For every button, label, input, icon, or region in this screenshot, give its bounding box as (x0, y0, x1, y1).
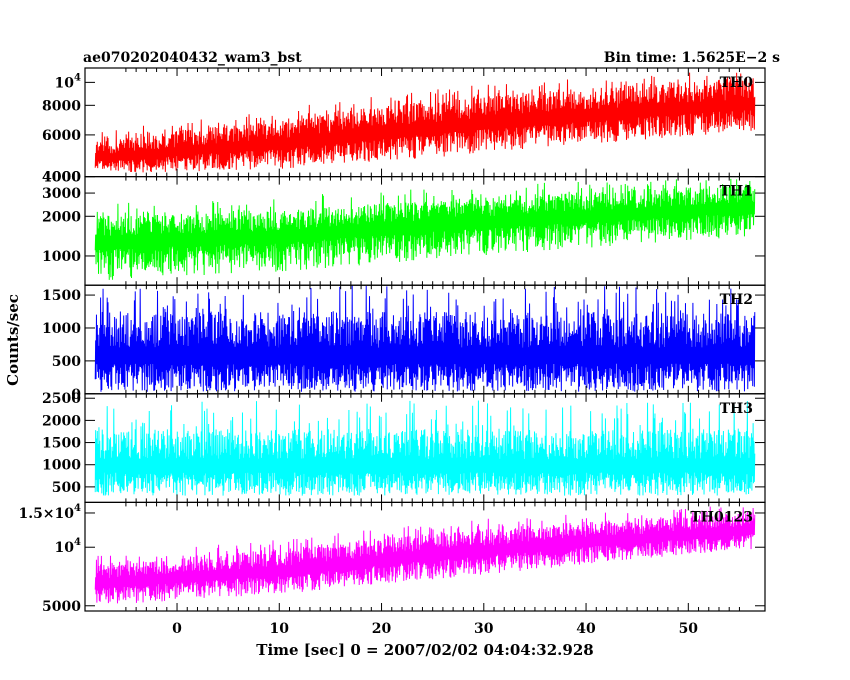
y-tick-label: 8000 (42, 98, 81, 114)
x-tick-label: 20 (372, 621, 392, 637)
panel-th2: 0 500 1000 1500 TH2 (42, 284, 766, 403)
x-axis: 0 10 20 30 40 50 (172, 621, 698, 637)
y-tick-label: 3000 (42, 186, 81, 202)
x-tick-label: 50 (679, 621, 699, 637)
panel-label-th2: TH2 (720, 292, 753, 308)
panel-label-th1: TH1 (720, 184, 753, 200)
y-tick-label: 1500 (42, 436, 81, 452)
series-line-th1 (94, 178, 756, 280)
y-axis-title: Counts/sec (4, 294, 22, 386)
panel-frame (84, 501, 766, 612)
y-tick-label: 104 (55, 72, 81, 91)
bin-time-label: Bin time: 1.5625E−2 s (604, 50, 780, 66)
y-tick-label: 0 (71, 387, 81, 403)
y-tick-label: 1.5×104 (18, 503, 81, 522)
y-tick-label: 2000 (42, 413, 81, 429)
x-axis-title: Time [sec] 0 = 2007/02/02 04:04:32.928 (256, 641, 593, 659)
y-tick-label: 500 (52, 354, 81, 370)
series-line-th2 (94, 285, 756, 392)
y-tick-label: 500 (52, 480, 81, 496)
x-tick-label: 10 (270, 621, 290, 637)
x-tick-label: 30 (474, 621, 494, 637)
x-tick-label: 0 (172, 621, 182, 637)
panel-th0: 4000 6000 8000 104 TH0 (42, 67, 766, 186)
y-tick-label: 4000 (42, 170, 81, 186)
series-line-th3 (94, 400, 756, 496)
panel-label-th0123: TH0123 (690, 509, 753, 525)
y-tick-label: 1500 (42, 288, 81, 304)
y-tick-label: 1000 (42, 458, 81, 474)
y-tick-label: 6000 (42, 128, 81, 144)
panel-th3: 500 1000 1500 2000 2500 TH3 (42, 391, 766, 503)
chart-title: ae070202040432_wam3_bst (83, 50, 302, 66)
y-tick-label: 5000 (42, 599, 81, 615)
panel-label-th0: TH0 (720, 75, 754, 91)
series-line-th0 (94, 72, 756, 173)
y-tick-label: 4000 (42, 170, 81, 186)
panel-th0123: 5000 104 1.5×104 TH0123 (18, 501, 766, 615)
panel-label-th3: TH3 (720, 401, 753, 417)
y-tick-label: 104 (55, 537, 81, 556)
series-line-th0123 (94, 506, 756, 604)
y-tick-label: 2500 (42, 391, 81, 407)
y-tick-label: 2000 (42, 209, 81, 225)
y-tick-label: 1000 (42, 249, 81, 265)
x-tick-label: 40 (576, 621, 596, 637)
y-tick-label: 1000 (42, 321, 81, 337)
